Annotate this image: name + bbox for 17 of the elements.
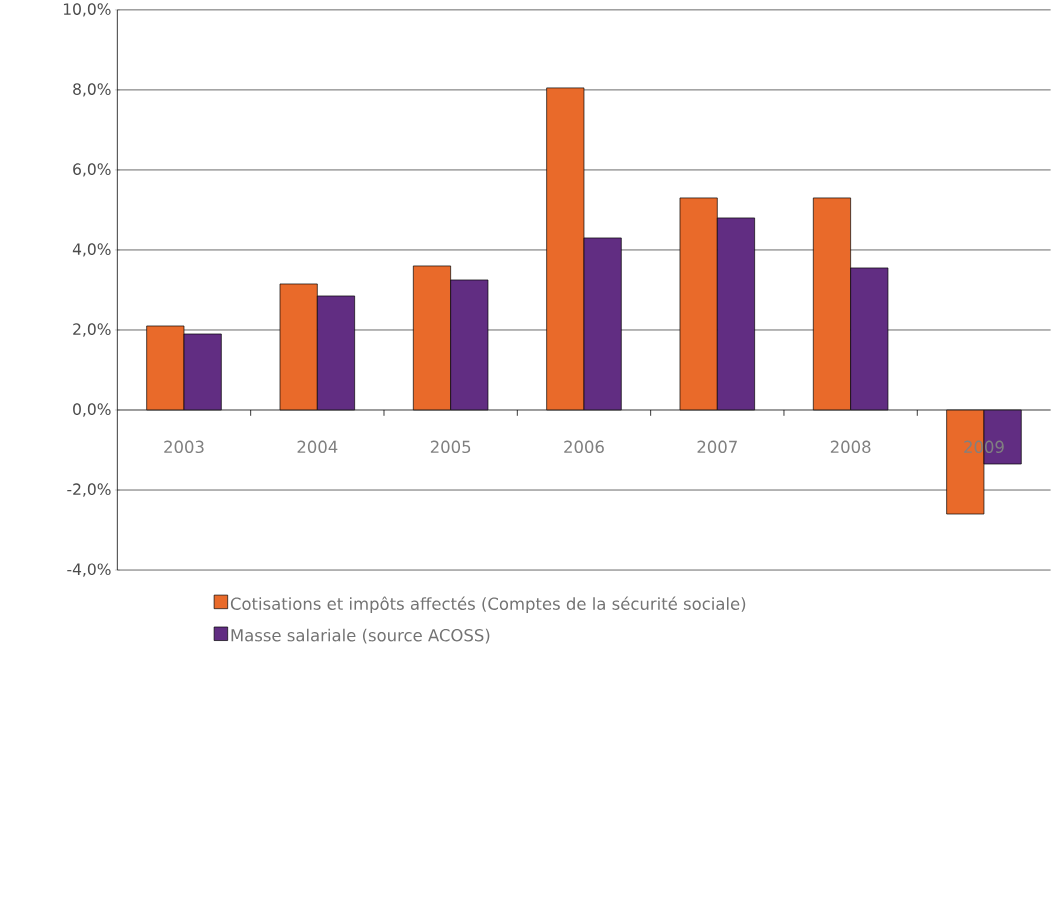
y-tick-label: 2,0% bbox=[73, 323, 111, 337]
x-tick-label: 2005 bbox=[430, 440, 471, 453]
x-tick-label: 2007 bbox=[697, 440, 737, 453]
legend-label: Cotisations et impôts affectés (Comptes de la sécurité sociale) bbox=[230, 596, 746, 614]
y-tick-label: -4,0% bbox=[67, 563, 111, 577]
x-tick-label: 2009 bbox=[964, 440, 1004, 453]
x-tick-label: 2003 bbox=[164, 440, 204, 453]
y-tick-label: 4,0% bbox=[72, 243, 111, 257]
x-tick-label: 2006 bbox=[564, 440, 604, 453]
y-tick-label: -2,0% bbox=[67, 483, 111, 497]
x-tick-label: 2008 bbox=[830, 440, 871, 453]
y-tick-label: 0,0% bbox=[73, 403, 111, 417]
legend-label: Masse salariale (source ACOSS) bbox=[231, 628, 490, 644]
x-tick-label: 2004 bbox=[297, 440, 338, 453]
y-tick-label: 8,0% bbox=[73, 83, 111, 97]
y-tick-label: 10,0% bbox=[63, 3, 111, 17]
y-tick-label: 6,0% bbox=[73, 163, 111, 177]
